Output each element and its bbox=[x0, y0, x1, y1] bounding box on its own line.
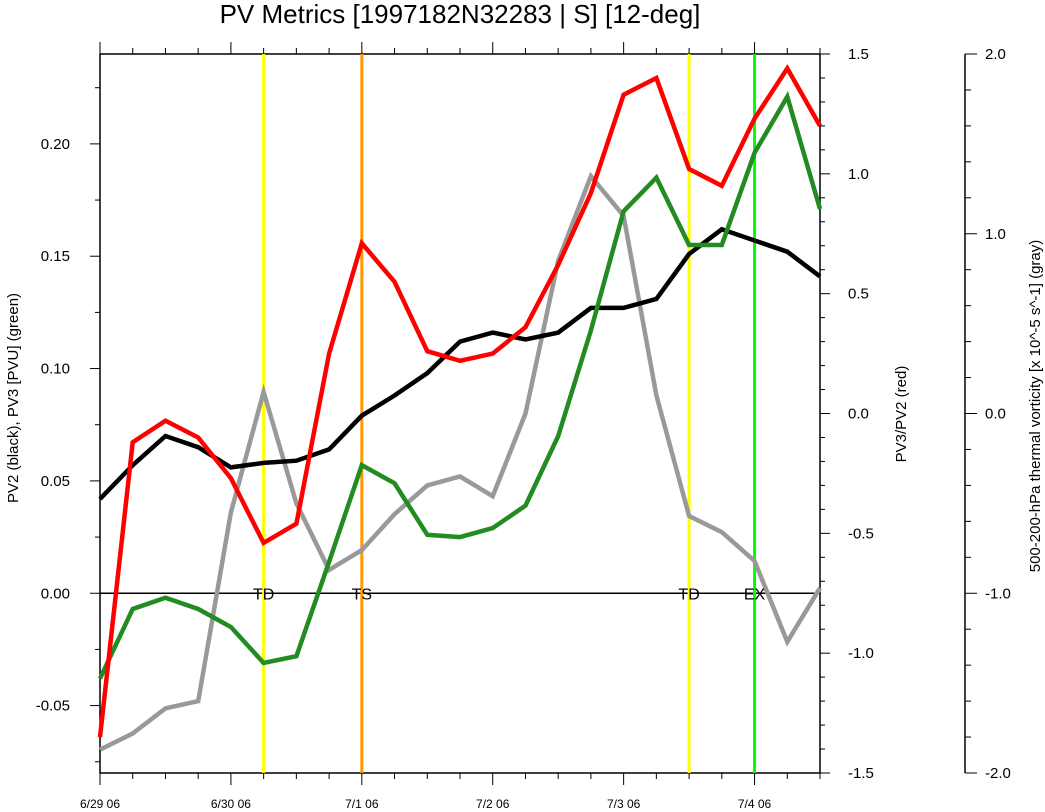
x-axis-tick-label: 7/1 06 bbox=[345, 797, 379, 811]
event-label-td: TD bbox=[678, 586, 699, 603]
far-right-axis-tick-label: 2.0 bbox=[985, 46, 1006, 63]
x-axis-tick-label: 6/29 06 bbox=[80, 797, 120, 811]
chart-title: PV Metrics [1997182N32283 | S] [12-deg] bbox=[220, 0, 701, 29]
right-axis-tick-label: -0.5 bbox=[848, 525, 874, 542]
plot-frame bbox=[99, 53, 821, 774]
right-axis-tick-label: 1.5 bbox=[848, 46, 869, 63]
right-axis-tick-label: -1.5 bbox=[848, 765, 874, 782]
event-label-ex: EX bbox=[744, 586, 766, 603]
x-axis-tick-label: 7/2 06 bbox=[476, 797, 510, 811]
right-axis-tick-label: 1.0 bbox=[848, 166, 869, 183]
x-axis-tick-label: 6/30 06 bbox=[211, 797, 251, 811]
far-right-axis-tick-label: 0.0 bbox=[985, 406, 1006, 423]
series-line-left bbox=[97, 91, 823, 680]
left-axis-tick-label: 0.15 bbox=[41, 248, 70, 265]
x-axis-tick-label: 7/4 06 bbox=[738, 797, 772, 811]
far-right-axis-tick-label: -1.0 bbox=[985, 585, 1011, 602]
right-axis-tick-label: -1.0 bbox=[848, 645, 874, 662]
series-line-right bbox=[97, 64, 822, 738]
left-axis-tick-label: 0.20 bbox=[41, 136, 70, 153]
event-label-td: TD bbox=[253, 586, 274, 603]
far-right-axis-tick-label: -2.0 bbox=[985, 765, 1011, 782]
left-axis-label: PV2 (black), PV3 [PVU] (green) bbox=[5, 293, 22, 503]
event-label-ts: TS bbox=[352, 586, 372, 603]
right-axis-tick-label: 0.0 bbox=[848, 406, 869, 423]
left-axis-tick-label: -0.05 bbox=[36, 698, 70, 715]
left-axis-tick-label: 0.05 bbox=[41, 473, 70, 490]
right-axis-tick-label: 0.5 bbox=[848, 286, 869, 303]
x-axis-tick-label: 7/3 06 bbox=[607, 797, 641, 811]
far-right-axis-label: 500-200-hPa thermal vorticity [x 10^-5 s… bbox=[1027, 240, 1044, 573]
left-axis-tick-label: 0.00 bbox=[41, 585, 70, 602]
left-axis-tick-label: 0.10 bbox=[41, 361, 70, 378]
series-line-far_right bbox=[99, 171, 822, 752]
far-right-axis-tick-label: 1.0 bbox=[985, 226, 1006, 243]
series-line-left bbox=[98, 226, 822, 501]
right-axis-label: PV3/PV2 (red) bbox=[893, 366, 910, 463]
